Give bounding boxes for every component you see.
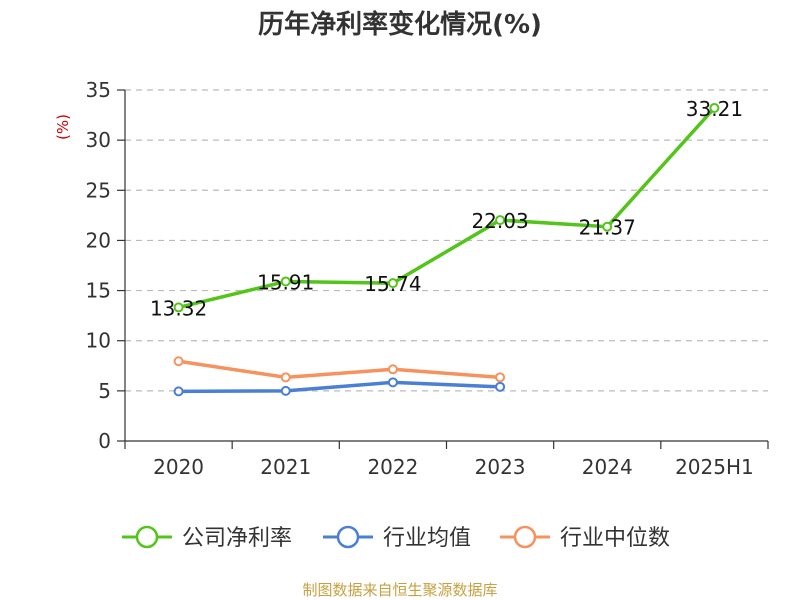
series-2-point-2020 [173,356,184,367]
series-0-point-2023 [495,215,506,226]
axes: 0 5 10 15 20 25 30 35 2020 2021 2022 2023 2024 2025H1 [86,78,769,479]
legend: 公司净利率 行业均值 行业中位数 [122,525,670,551]
series-2-point-2023 [495,372,506,383]
series-0-point-2020 [173,302,184,313]
series-2-point-2022 [387,364,398,375]
y-tick-label-35: 35 [86,78,111,102]
series-0-point-2022 [387,278,398,289]
series-line-1 [178,380,501,394]
x-tick-label-2024: 2024 [582,455,633,479]
y-tick-label-20: 20 [86,228,111,252]
series-1-point-2023 [495,381,506,392]
y-tick-label-15: 15 [86,279,111,303]
x-tick-label-2021: 2021 [260,455,311,479]
legend-label-2: 行业中位数 [560,526,670,551]
y-tick-label-0: 0 [98,429,111,453]
series-1-point-2021 [280,385,291,396]
y-tick-label-5: 5 [98,379,111,403]
series-0-point-2025H1 [709,102,720,113]
y-axis-unit: (%) [54,114,72,140]
x-tick-label-2023: 2023 [475,455,526,479]
series-1-point-2020 [173,386,184,397]
legend-marker-2 [513,525,537,549]
legend-marker-1 [336,525,360,549]
legend-label-1: 行业均值 [383,526,471,551]
data-label-2023: 22.03 [471,209,528,233]
series-0-point-2021 [280,276,291,287]
data-label-2024: 21.37 [579,216,636,240]
legend-marker-0 [135,525,159,549]
y-tick-label-25: 25 [86,178,111,202]
x-tick-label-2025H1: 2025H1 [675,455,754,479]
grid [125,89,768,392]
series-2-point-2021 [280,372,291,383]
series-line-0 [178,106,716,310]
series-line-2 [178,359,501,380]
y-tick-label-30: 30 [86,128,111,152]
data-label-2025H1: 33.21 [686,97,743,121]
series-0-point-2024 [602,221,613,232]
x-tick-label-2020: 2020 [153,455,204,479]
y-tick-label-10: 10 [86,329,111,353]
series-1-point-2022 [387,377,398,388]
series [173,102,720,397]
source-note: 制图数据来自恒生聚源数据库 [302,581,497,599]
data-label-2022: 15.74 [364,272,421,296]
data-label-2021: 15.91 [257,270,314,294]
data-label-2020: 13.32 [150,296,207,320]
chart-title: 历年净利率变化情况(%) [258,9,542,40]
data-labels: 13.32 15.91 15.74 22.03 21.37 33.21 [150,97,743,320]
x-tick-label-2022: 2022 [367,455,418,479]
legend-label-0: 公司净利率 [182,526,292,551]
